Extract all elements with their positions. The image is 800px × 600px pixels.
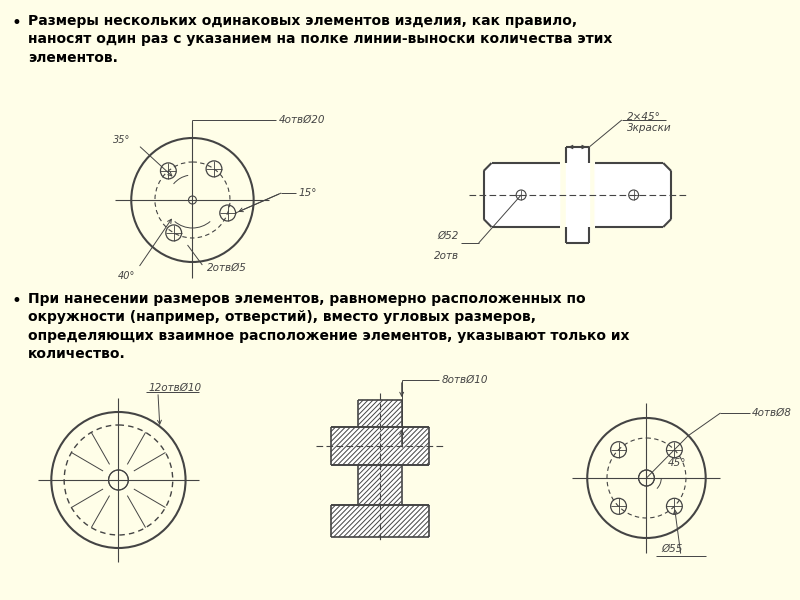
Text: При нанесении размеров элементов, равномерно расположенных по
окружности (наприм: При нанесении размеров элементов, равном… bbox=[28, 292, 629, 361]
Polygon shape bbox=[566, 147, 590, 243]
Text: 12отвØ10: 12отвØ10 bbox=[148, 383, 201, 393]
Text: Ø52: Ø52 bbox=[438, 231, 459, 241]
Polygon shape bbox=[595, 163, 671, 227]
Polygon shape bbox=[484, 163, 560, 227]
Polygon shape bbox=[358, 400, 402, 427]
Text: 35°: 35° bbox=[113, 135, 130, 145]
Text: 2×45°: 2×45° bbox=[626, 112, 661, 122]
Polygon shape bbox=[358, 465, 402, 505]
Text: 15°: 15° bbox=[298, 188, 317, 198]
Polygon shape bbox=[330, 505, 430, 537]
Text: Ø55: Ø55 bbox=[662, 544, 682, 554]
Text: 2отв: 2отв bbox=[434, 251, 459, 261]
Text: 8отвØ10: 8отвØ10 bbox=[441, 375, 488, 385]
Text: Размеры нескольких одинаковых элементов изделия, как правило,
наносят один раз с: Размеры нескольких одинаковых элементов … bbox=[28, 14, 612, 65]
Text: •: • bbox=[12, 14, 22, 32]
Text: 45°: 45° bbox=[668, 458, 686, 468]
Polygon shape bbox=[330, 427, 430, 465]
Text: 40°: 40° bbox=[118, 271, 135, 281]
Text: •: • bbox=[12, 292, 22, 310]
Text: 2отвØ5: 2отвØ5 bbox=[207, 263, 247, 273]
Text: 4отвØ20: 4отвØ20 bbox=[278, 115, 325, 125]
Text: 4отвØ8: 4отвØ8 bbox=[752, 408, 792, 418]
Text: 3краски: 3краски bbox=[626, 123, 671, 133]
